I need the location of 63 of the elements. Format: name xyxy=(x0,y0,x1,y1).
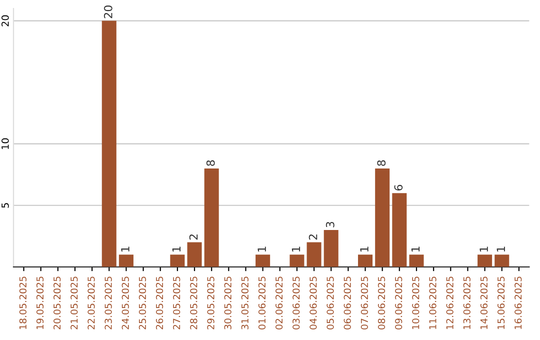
data-label: 1 xyxy=(121,246,130,252)
x-tick-label: 16.06.2025 xyxy=(514,276,522,329)
y-tick-label: 5 xyxy=(2,203,9,208)
x-tick-label: 13.06.2025 xyxy=(463,276,470,329)
x-tick-label: 05.06.2025 xyxy=(326,276,334,330)
bar xyxy=(187,242,202,267)
data-label: 2 xyxy=(308,234,318,240)
x-tick-label: 26.05.2025 xyxy=(156,276,164,330)
bar xyxy=(306,242,322,267)
x-tick-label: 19.05.2025 xyxy=(36,276,44,329)
x-tick-label: 28.05.2025 xyxy=(190,276,198,330)
bar xyxy=(392,193,407,267)
data-label: 20 xyxy=(104,6,112,18)
data-label: 1 xyxy=(292,246,300,252)
bar xyxy=(204,168,219,267)
x-tick-label: 23.05.2025 xyxy=(104,276,112,330)
x-tick-label: 04.06.2025 xyxy=(310,276,317,330)
x-tick-label: 10.06.2025 xyxy=(412,276,420,329)
data-label: 1 xyxy=(480,246,488,252)
bar xyxy=(170,254,185,267)
bar xyxy=(118,254,134,267)
data-label: 3 xyxy=(326,222,334,228)
bar xyxy=(494,254,510,267)
data-label: 1 xyxy=(411,246,420,252)
bar xyxy=(102,20,116,267)
x-tick-label: 09.06.2025 xyxy=(395,276,402,330)
bar xyxy=(358,254,373,267)
x-tick-label: 07.06.2025 xyxy=(360,276,368,330)
x-tick-label: 08.06.2025 xyxy=(378,276,386,330)
x-tick-label: 30.05.2025 xyxy=(224,276,232,330)
x-tick-label: 21.05.2025 xyxy=(70,276,78,330)
x-tick-label: 02.06.2025 xyxy=(275,276,283,330)
x-tick-label: 25.05.2025 xyxy=(138,276,146,330)
bar xyxy=(256,254,270,267)
x-tick-label: 03.06.2025 xyxy=(292,276,300,330)
y-tick-label: 10 xyxy=(1,138,9,149)
y-tick-label: 20 xyxy=(1,15,9,26)
x-tick-label: 11.06.2025 xyxy=(429,276,436,329)
data-label: 1 xyxy=(258,246,266,252)
x-tick-label: 29.05.2025 xyxy=(207,276,214,330)
data-label: 8 xyxy=(206,160,215,166)
x-tick-label: 06.06.2025 xyxy=(344,276,351,330)
data-label: 2 xyxy=(189,234,198,240)
x-tick-label: 31.05.2025 xyxy=(241,276,248,330)
data-label: 1 xyxy=(496,246,505,252)
data-label: 8 xyxy=(377,160,386,166)
bar xyxy=(324,230,338,267)
bar xyxy=(290,254,304,267)
x-tick-label: 12.06.2025 xyxy=(446,276,454,329)
x-tick-label: 18.05.2025 xyxy=(19,276,26,329)
bar xyxy=(409,254,424,267)
bar xyxy=(478,254,492,267)
x-tick-label: 22.05.2025 xyxy=(88,276,95,330)
data-label: 1 xyxy=(360,246,368,252)
data-label: 6 xyxy=(394,184,403,190)
x-tick-label: 27.05.2025 xyxy=(173,276,180,330)
x-tick-label: 01.06.2025 xyxy=(258,276,266,330)
bar xyxy=(375,168,390,267)
x-tick-label: 15.06.2025 xyxy=(497,276,505,329)
x-tick-label: 14.06.2025 xyxy=(480,276,488,329)
x-tick-label: 24.05.2025 xyxy=(122,276,129,330)
data-label: 1 xyxy=(172,246,180,252)
x-tick-label: 20.05.2025 xyxy=(53,276,61,330)
